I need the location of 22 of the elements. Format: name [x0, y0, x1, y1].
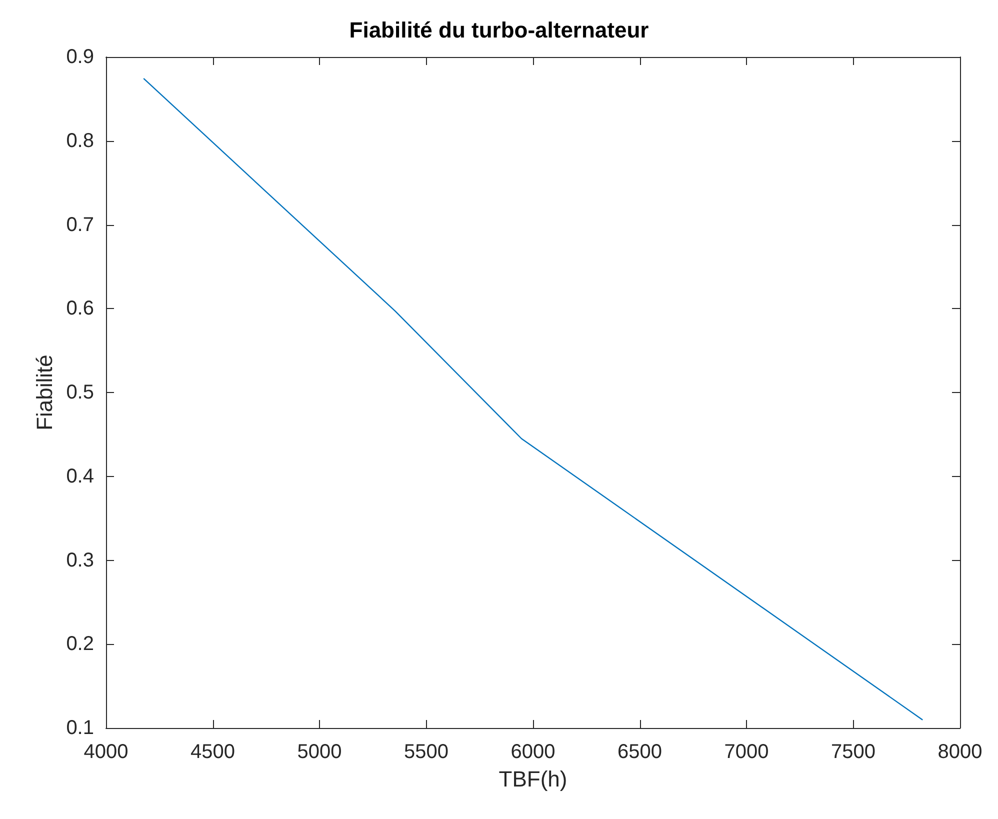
y-tick-label: 0.5	[66, 382, 94, 404]
x-tick-label: 5500	[404, 741, 448, 763]
y-tick-label: 0.1	[66, 717, 94, 739]
y-tick-label: 0.8	[66, 130, 94, 152]
y-tick-label: 0.4	[66, 465, 94, 488]
y-tick-label: 0.6	[66, 298, 94, 320]
y-tick-label: 0.7	[66, 214, 94, 236]
x-tick-label: 8000	[938, 741, 982, 763]
line-series	[143, 78, 923, 720]
y-axis-title: Fiabilité	[32, 354, 57, 430]
x-tick-label: 7500	[831, 741, 876, 763]
x-tick-label: 5000	[297, 741, 342, 763]
x-tick-label: 7000	[724, 741, 769, 763]
y-tick-label: 0.2	[66, 633, 94, 656]
x-tick-label: 6000	[510, 741, 556, 763]
y-tick-label: 0.3	[66, 549, 94, 572]
y-tick-label: 0.9	[66, 46, 94, 68]
x-axis-title: TBF(h)	[498, 766, 568, 792]
x-tick-label: 4500	[190, 741, 235, 763]
x-tick-label: 6500	[618, 741, 662, 763]
x-tick-label: 4000	[84, 741, 128, 763]
chart-title: Fiabilité du turbo-alternateur	[349, 18, 650, 42]
